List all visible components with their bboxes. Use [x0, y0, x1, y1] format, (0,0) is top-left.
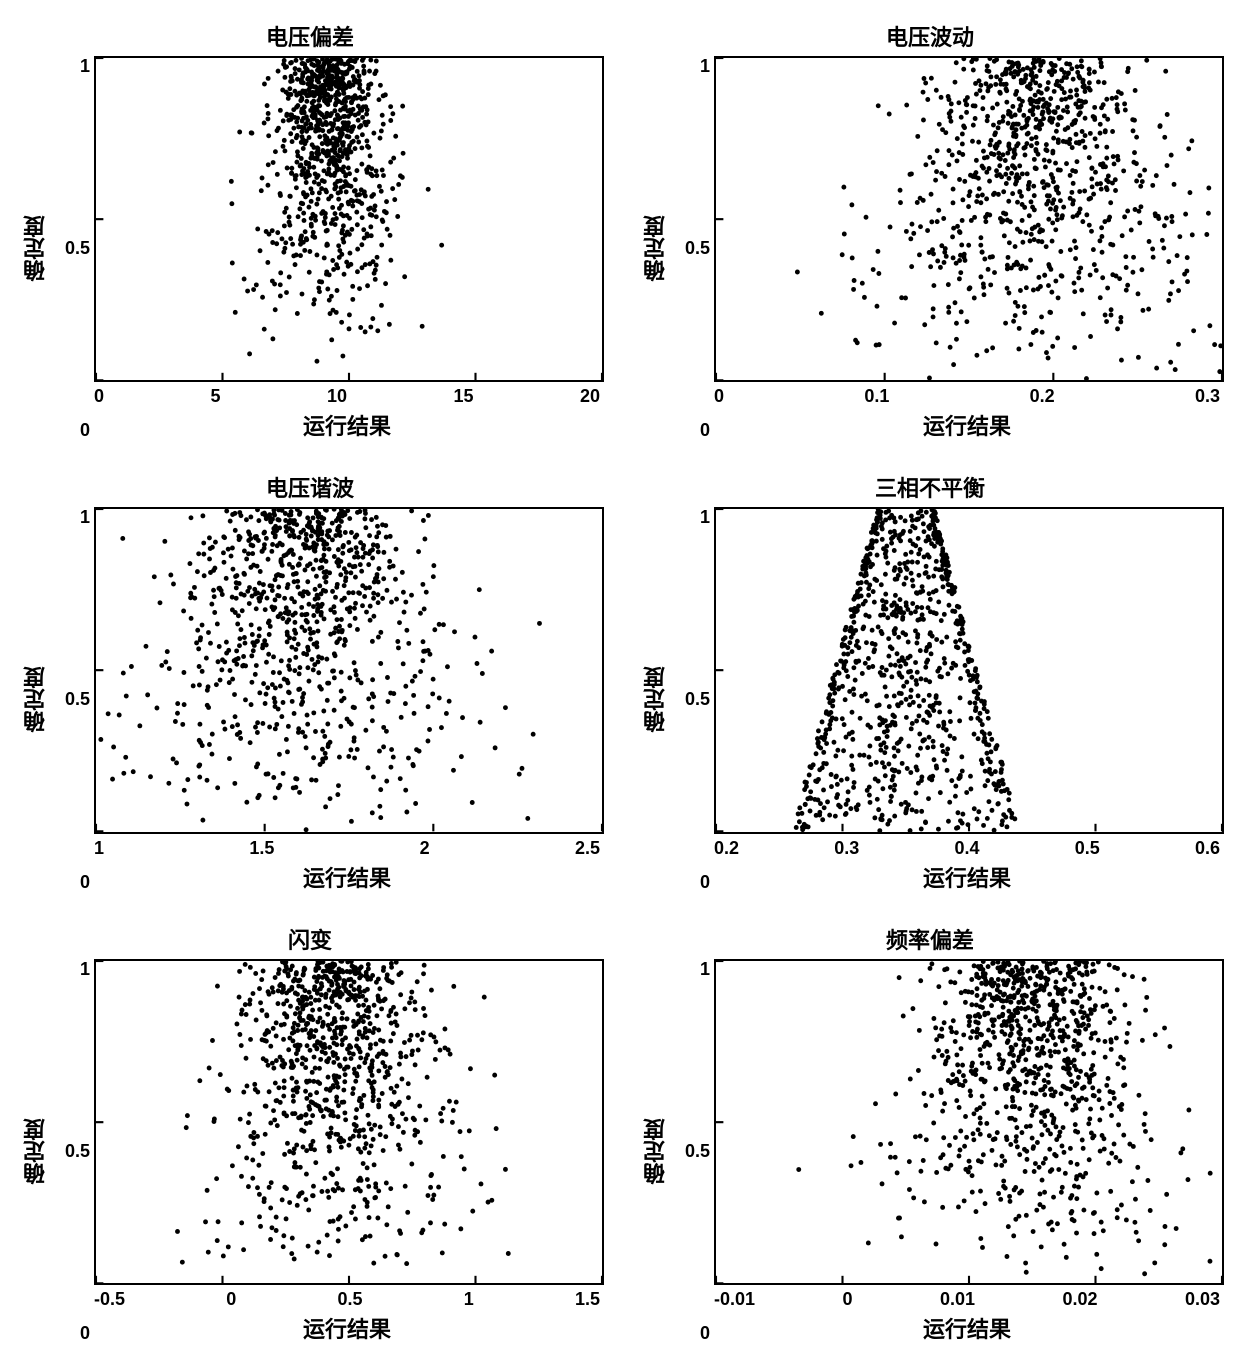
x-ticks: -0.01 0 0.01 0.02 0.03 — [714, 1289, 1220, 1310]
x-tick: 2 — [420, 838, 430, 859]
x-tick: 0.6 — [1195, 838, 1220, 859]
scatter-plot — [94, 959, 604, 1285]
y-tick: 0.5 — [50, 1141, 90, 1162]
x-tick: 10 — [327, 386, 347, 407]
x-tick: 0.4 — [954, 838, 979, 859]
scatter-plot — [94, 507, 604, 833]
y-ticks: 10.50 — [670, 959, 714, 1344]
y-tick: 0 — [50, 420, 90, 441]
y-tick: 0.5 — [670, 238, 710, 259]
y-axis-label: 确定度 — [640, 56, 670, 441]
y-tick: 0.5 — [50, 238, 90, 259]
y-tick: 0 — [670, 420, 710, 441]
x-tick: 0.2 — [1030, 386, 1055, 407]
x-ticks: 0 5 10 15 20 — [94, 386, 600, 407]
y-axis-label: 确定度 — [20, 959, 50, 1344]
x-tick: -0.5 — [94, 1289, 125, 1310]
y-tick: 1 — [670, 507, 710, 528]
panel-1: 电压波动确定度10.5000.10.20.3运行结果 — [640, 20, 1220, 441]
x-ticks: -0.5 0 0.5 1 1.5 — [94, 1289, 600, 1310]
x-tick: 0.3 — [834, 838, 859, 859]
x-tick: 0.01 — [940, 1289, 975, 1310]
x-tick: 1 — [94, 838, 104, 859]
y-ticks: 10.50 — [50, 56, 94, 441]
panel-title: 电压波动 — [886, 20, 974, 52]
x-tick: 0.2 — [714, 838, 739, 859]
x-axis-label: 运行结果 — [714, 861, 1220, 893]
y-tick: 1 — [50, 959, 90, 980]
x-tick: 0 — [94, 386, 104, 407]
scatter-plot — [714, 959, 1224, 1285]
panel-title: 电压谐波 — [266, 471, 354, 503]
y-axis-label: 确定度 — [20, 507, 50, 892]
y-tick: 0 — [50, 872, 90, 893]
panel-title: 三相不平衡 — [875, 471, 985, 503]
x-axis-label: 运行结果 — [714, 1312, 1220, 1344]
y-tick: 0.5 — [670, 1141, 710, 1162]
x-tick: 1.5 — [575, 1289, 600, 1310]
x-tick: 0.5 — [1075, 838, 1100, 859]
x-axis-label: 运行结果 — [94, 409, 600, 441]
x-tick: 0.02 — [1062, 1289, 1097, 1310]
x-tick: 5 — [210, 386, 220, 407]
y-ticks: 10.50 — [50, 507, 94, 892]
x-ticks: 0.2 0.3 0.4 0.5 0.6 — [714, 838, 1220, 859]
y-tick: 0 — [670, 872, 710, 893]
x-axis-label: 运行结果 — [94, 861, 600, 893]
panel-0: 电压偏差确定度10.5005101520运行结果 — [20, 20, 600, 441]
x-tick: 15 — [453, 386, 473, 407]
x-tick: 0.1 — [864, 386, 889, 407]
panel-title: 频率偏差 — [886, 923, 974, 955]
y-ticks: 10.50 — [50, 959, 94, 1344]
scatter-plot — [714, 56, 1224, 382]
x-axis-label: 运行结果 — [714, 409, 1220, 441]
y-tick: 1 — [670, 56, 710, 77]
x-axis-label: 运行结果 — [94, 1312, 600, 1344]
scatter-plot — [94, 56, 604, 382]
y-tick: 0.5 — [670, 689, 710, 710]
x-tick: 0.3 — [1195, 386, 1220, 407]
x-tick: 0 — [842, 1289, 852, 1310]
panel-5: 频率偏差确定度10.50-0.0100.010.020.03运行结果 — [640, 923, 1220, 1344]
x-tick: 0 — [226, 1289, 236, 1310]
x-tick: 2.5 — [575, 838, 600, 859]
panel-title: 电压偏差 — [266, 20, 354, 52]
x-tick: 0.5 — [337, 1289, 362, 1310]
y-ticks: 10.50 — [670, 507, 714, 892]
x-ticks: 1 1.5 2 2.5 — [94, 838, 600, 859]
y-axis-label: 确定度 — [20, 56, 50, 441]
y-tick: 1 — [50, 507, 90, 528]
y-tick: 0 — [50, 1323, 90, 1344]
y-ticks: 10.50 — [670, 56, 714, 441]
x-tick: 0 — [714, 386, 724, 407]
y-axis-label: 确定度 — [640, 959, 670, 1344]
y-axis-label: 确定度 — [640, 507, 670, 892]
x-tick: 1 — [464, 1289, 474, 1310]
x-tick: 0.03 — [1185, 1289, 1220, 1310]
x-tick: 20 — [580, 386, 600, 407]
panel-3: 三相不平衡确定度10.500.20.30.40.50.6运行结果 — [640, 471, 1220, 892]
x-ticks: 0 0.1 0.2 0.3 — [714, 386, 1220, 407]
x-tick: -0.01 — [714, 1289, 755, 1310]
y-tick: 1 — [670, 959, 710, 980]
panel-4: 闪变确定度10.50-0.500.511.5运行结果 — [20, 923, 600, 1344]
scatter-plot — [714, 507, 1224, 833]
y-tick: 0.5 — [50, 689, 90, 710]
panel-2: 电压谐波确定度10.5011.522.5运行结果 — [20, 471, 600, 892]
panel-title: 闪变 — [288, 923, 332, 955]
x-tick: 1.5 — [249, 838, 274, 859]
y-tick: 1 — [50, 56, 90, 77]
y-tick: 0 — [670, 1323, 710, 1344]
